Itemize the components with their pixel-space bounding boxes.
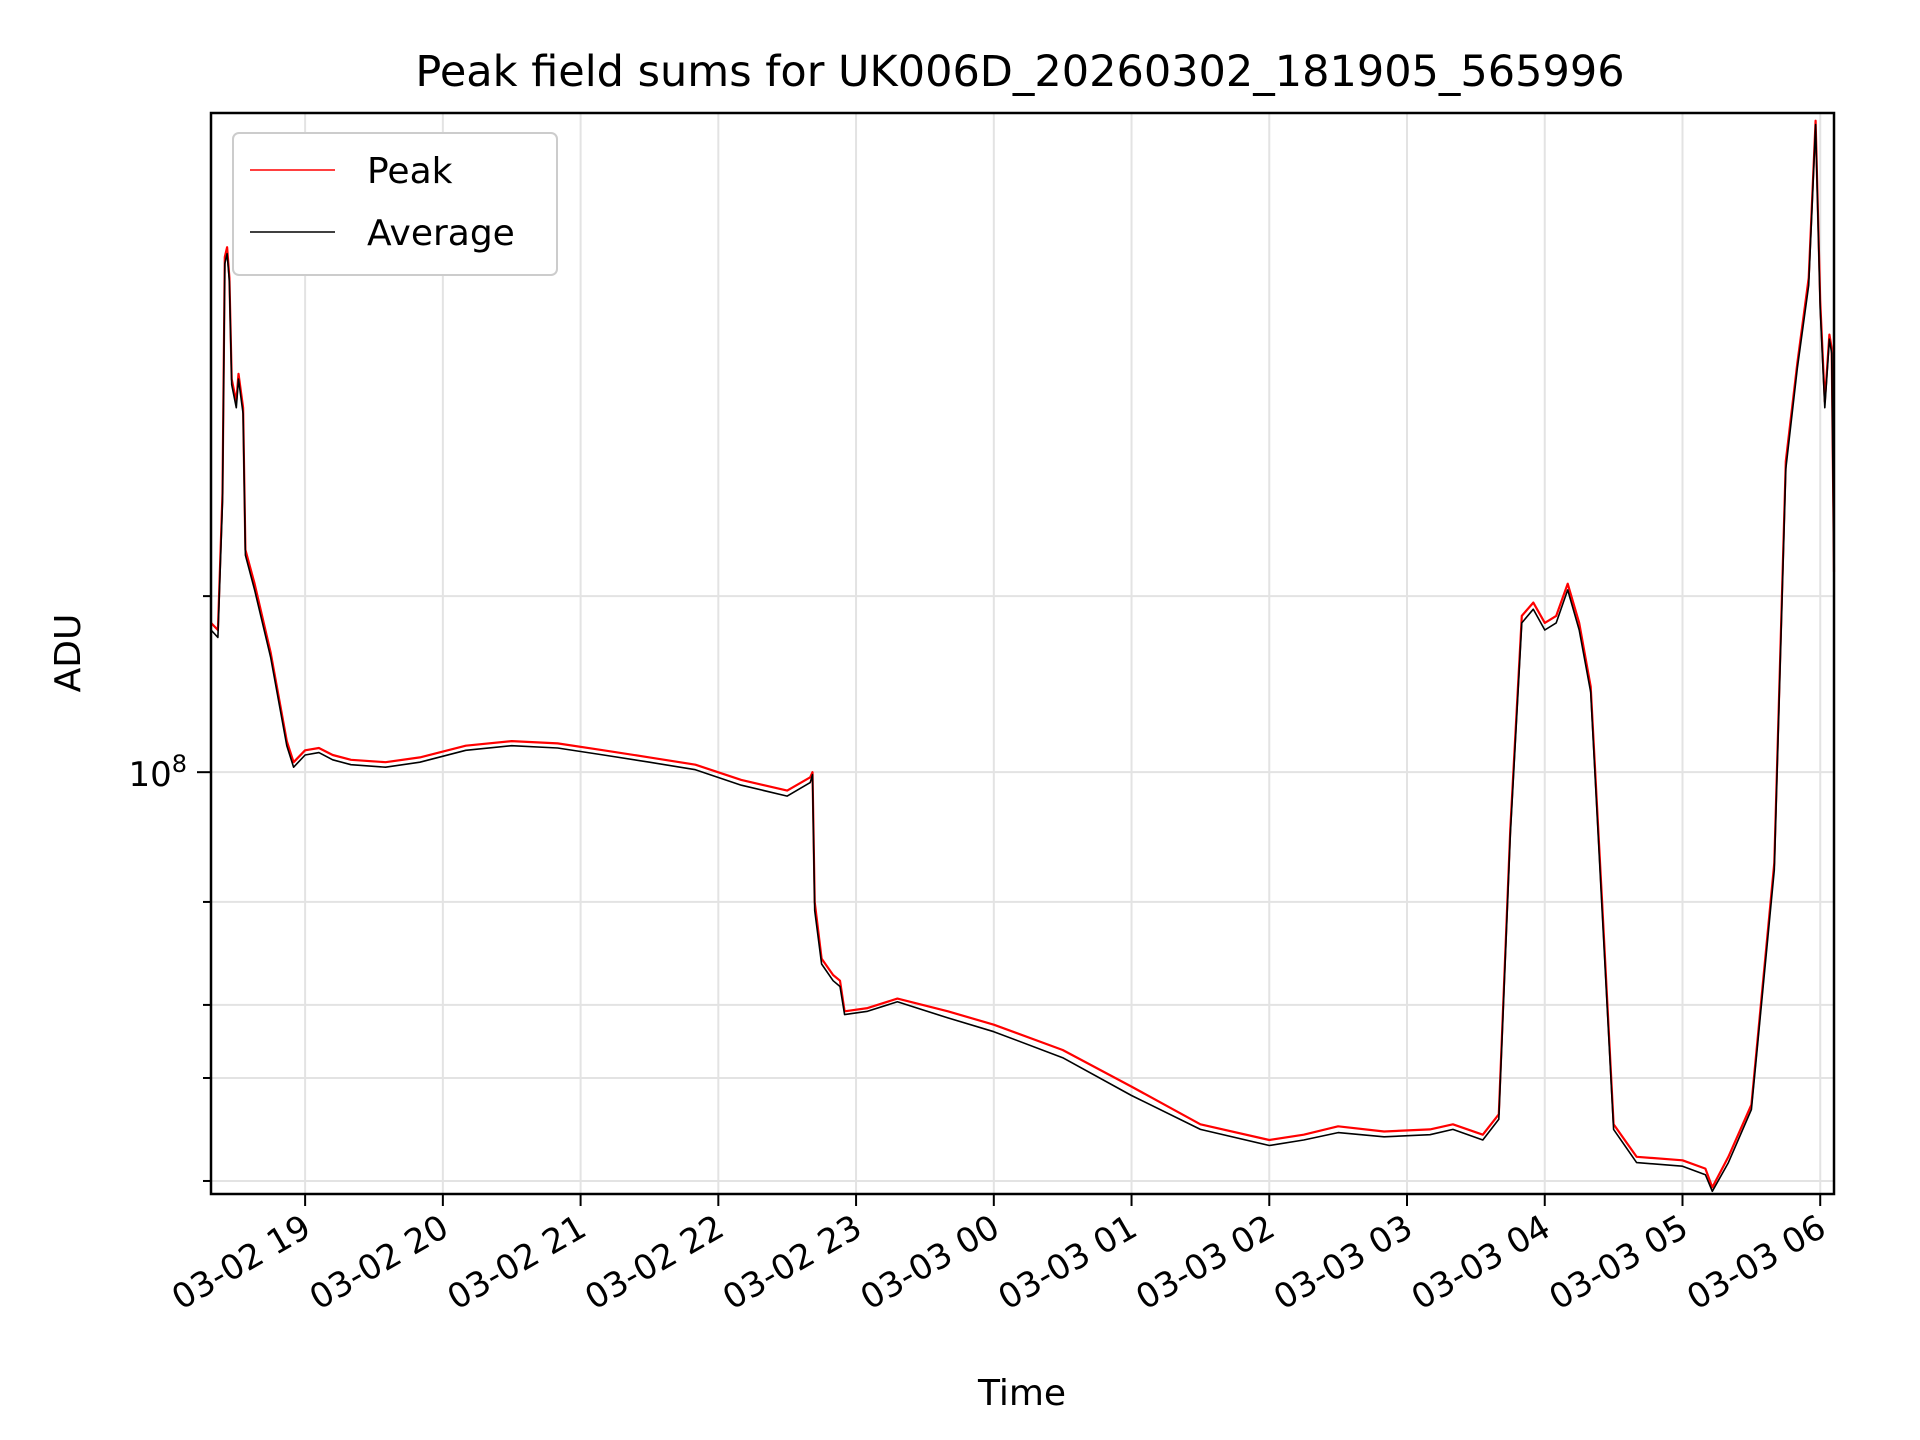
y-tick-label: 108 xyxy=(128,750,187,795)
series-line-average xyxy=(210,123,1835,1193)
series-line-peak xyxy=(210,119,1836,1189)
y-axis-label: ADU xyxy=(48,614,89,693)
legend-box xyxy=(232,132,558,276)
grid-lines xyxy=(211,113,1834,1194)
x-axis-label: Time xyxy=(977,1373,1066,1414)
plot-frame xyxy=(209,111,1836,1196)
legend-label-peak: Peak xyxy=(367,151,453,192)
chart-title: Peak field sums for UK006D_20260302_1819… xyxy=(415,47,1624,97)
legend-label-average: Average xyxy=(367,213,515,254)
legend: Peak Average xyxy=(232,132,558,276)
series-lines xyxy=(210,119,1836,1193)
